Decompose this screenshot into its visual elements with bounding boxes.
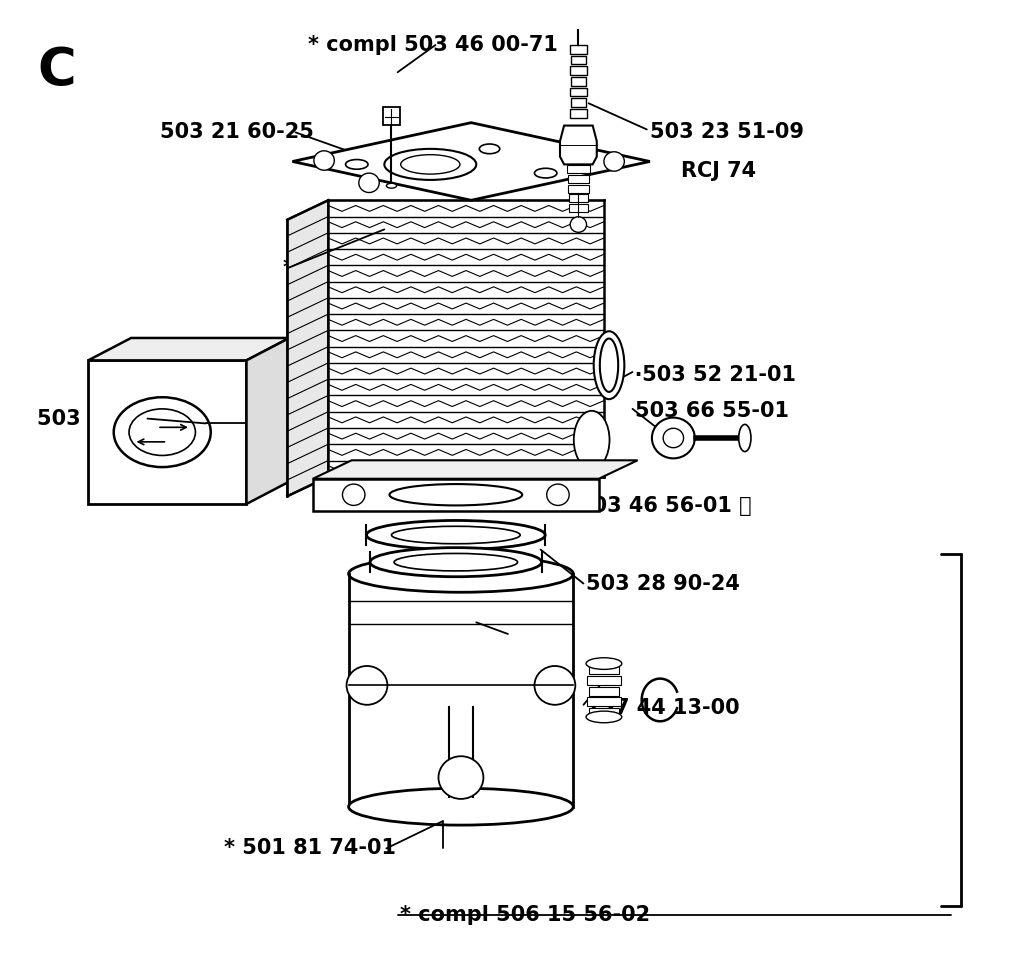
- Text: *: *: [283, 258, 293, 278]
- Text: *: *: [507, 624, 518, 644]
- Text: 503 47 49-01: 503 47 49-01: [37, 409, 191, 428]
- Bar: [570, 88, 587, 96]
- Polygon shape: [247, 338, 290, 504]
- Bar: [571, 77, 586, 86]
- Bar: [567, 175, 589, 183]
- Bar: [348, 574, 573, 807]
- Polygon shape: [88, 338, 290, 360]
- Bar: [571, 98, 586, 107]
- Bar: [570, 66, 587, 75]
- Bar: [570, 45, 587, 54]
- Ellipse shape: [479, 144, 500, 154]
- Ellipse shape: [348, 788, 573, 825]
- Circle shape: [570, 217, 587, 233]
- Ellipse shape: [391, 526, 520, 544]
- Bar: [571, 55, 586, 64]
- Ellipse shape: [586, 658, 622, 669]
- Ellipse shape: [386, 183, 396, 188]
- Ellipse shape: [652, 417, 695, 458]
- Polygon shape: [313, 460, 638, 479]
- Bar: [589, 707, 620, 717]
- Bar: [570, 109, 587, 118]
- Bar: [383, 107, 399, 125]
- Text: RCJ 74: RCJ 74: [681, 162, 756, 181]
- Ellipse shape: [738, 424, 751, 451]
- Circle shape: [346, 666, 387, 704]
- Bar: [589, 666, 620, 674]
- Bar: [567, 165, 590, 173]
- Polygon shape: [293, 123, 650, 200]
- Circle shape: [563, 130, 584, 150]
- Text: 737 44 13-00: 737 44 13-00: [586, 698, 739, 718]
- Circle shape: [604, 152, 625, 171]
- Polygon shape: [560, 126, 597, 164]
- Circle shape: [547, 485, 569, 505]
- Ellipse shape: [664, 428, 684, 448]
- Text: * 501 81 74-01: * 501 81 74-01: [224, 839, 396, 858]
- Ellipse shape: [348, 556, 573, 593]
- Ellipse shape: [586, 711, 622, 723]
- Text: 503 23 51-09: 503 23 51-09: [650, 123, 804, 142]
- Ellipse shape: [400, 155, 460, 174]
- Bar: [328, 200, 604, 477]
- Circle shape: [535, 666, 575, 704]
- Bar: [88, 360, 247, 504]
- Text: ‧503 52 21-01: ‧503 52 21-01: [635, 365, 796, 385]
- Text: * compl 503 46 00-71: * compl 503 46 00-71: [308, 35, 558, 55]
- Ellipse shape: [394, 554, 517, 571]
- Bar: [587, 698, 621, 706]
- Circle shape: [358, 173, 379, 193]
- Ellipse shape: [600, 339, 618, 392]
- Ellipse shape: [389, 485, 522, 505]
- Ellipse shape: [114, 397, 211, 467]
- Polygon shape: [288, 200, 328, 496]
- Circle shape: [342, 485, 365, 505]
- Text: * compl 506 15 56-02: * compl 506 15 56-02: [399, 905, 650, 925]
- Bar: [568, 185, 589, 193]
- Bar: [587, 676, 621, 685]
- Ellipse shape: [535, 168, 557, 178]
- Circle shape: [314, 151, 334, 170]
- Ellipse shape: [129, 409, 196, 455]
- Circle shape: [438, 756, 483, 799]
- Ellipse shape: [370, 548, 542, 577]
- Ellipse shape: [594, 331, 625, 399]
- Text: C: C: [37, 45, 76, 97]
- Bar: [569, 204, 588, 212]
- Ellipse shape: [384, 149, 476, 180]
- Text: 503 21 60-25: 503 21 60-25: [160, 123, 313, 142]
- Text: 503 66 55-01: 503 66 55-01: [635, 401, 788, 421]
- Text: 503 46 56-01 ⓘ: 503 46 56-01 ⓘ: [579, 496, 752, 516]
- Ellipse shape: [573, 411, 609, 469]
- Bar: [568, 195, 588, 202]
- Ellipse shape: [345, 160, 368, 169]
- Ellipse shape: [367, 521, 545, 550]
- Bar: [313, 479, 599, 511]
- Text: 503 28 90-24: 503 28 90-24: [586, 573, 739, 594]
- Bar: [589, 687, 620, 696]
